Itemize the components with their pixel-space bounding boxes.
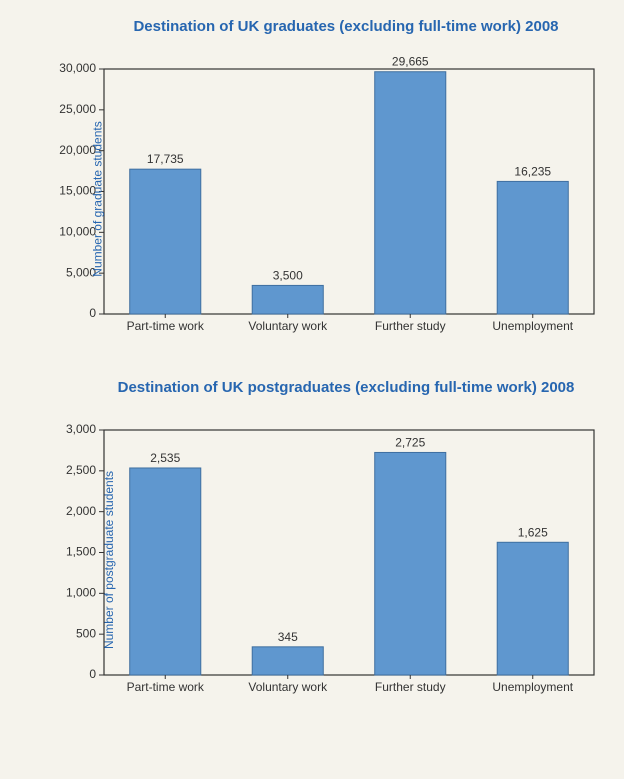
category-label: Voluntary work: [248, 680, 328, 694]
bar-chart-svg: 05,00010,00015,00020,00025,00030,00017,7…: [44, 49, 604, 349]
category-label: Part-time work: [127, 319, 205, 333]
bar-value-label: 17,735: [147, 152, 184, 166]
ytick-label: 1,500: [66, 545, 96, 559]
category-label: Voluntary work: [248, 319, 328, 333]
chart-row: Number of graduate students 05,00010,000…: [20, 49, 604, 349]
category-label: Further study: [375, 319, 446, 333]
chart-title: Destination of UK graduates (excluding f…: [88, 18, 604, 35]
ytick-label: 1,000: [66, 586, 96, 600]
bar-value-label: 3,500: [273, 268, 303, 282]
chart-postgraduates: Destination of UK postgraduates (excludi…: [20, 379, 604, 710]
bar: [497, 181, 568, 314]
ylabel: Number of postgraduate students: [102, 471, 116, 649]
bar: [252, 285, 323, 314]
ytick-label: 0: [89, 667, 96, 681]
category-label: Further study: [375, 680, 446, 694]
ytick-label: 25,000: [59, 102, 96, 116]
bar: [130, 169, 201, 314]
page: Destination of UK graduates (excluding f…: [0, 0, 624, 779]
ytick-label: 2,000: [66, 504, 96, 518]
chart-svg-wrap: 0 500 1,000 1,500 2,000 2,500 3,000 2,535 Part-t…: [44, 410, 604, 710]
ytick-label: 2,500: [66, 463, 96, 477]
chart-svg-wrap: 05,00010,00015,00020,00025,00030,00017,7…: [44, 49, 604, 349]
ytick-label: 30,000: [59, 61, 96, 75]
bar-value-label: 16,235: [514, 164, 551, 178]
ylabel: Number of graduate students: [91, 121, 105, 276]
ytick-label: 500: [76, 626, 96, 640]
chart-row: Number of postgraduate students 0 500 1,00…: [20, 410, 604, 710]
category-label: Part-time work: [127, 680, 205, 694]
category-label: Unemployment: [492, 680, 573, 694]
bar-value-label: 29,665: [392, 55, 429, 69]
ylabel-wrap: Number of postgraduate students: [20, 410, 44, 710]
ytick-label: 0: [89, 306, 96, 320]
bar-chart-svg: 0 500 1,000 1,500 2,000 2,500 3,000 2,535 Part-t…: [44, 410, 604, 710]
bar-value-label: 2,535: [150, 451, 180, 465]
bar-value-label: 2,725: [395, 435, 425, 449]
bar: [497, 542, 568, 675]
bar-value-label: 1,625: [518, 525, 548, 539]
bar: [130, 468, 201, 675]
chart-title: Destination of UK postgraduates (excludi…: [88, 379, 604, 396]
ytick-label: 3,000: [66, 422, 96, 436]
chart-graduates: Destination of UK graduates (excluding f…: [20, 18, 604, 349]
bar: [375, 452, 446, 675]
ylabel-wrap: Number of graduate students: [20, 49, 44, 349]
bar: [375, 72, 446, 314]
bar-value-label: 345: [278, 630, 298, 644]
category-label: Unemployment: [492, 319, 573, 333]
bar: [252, 647, 323, 675]
